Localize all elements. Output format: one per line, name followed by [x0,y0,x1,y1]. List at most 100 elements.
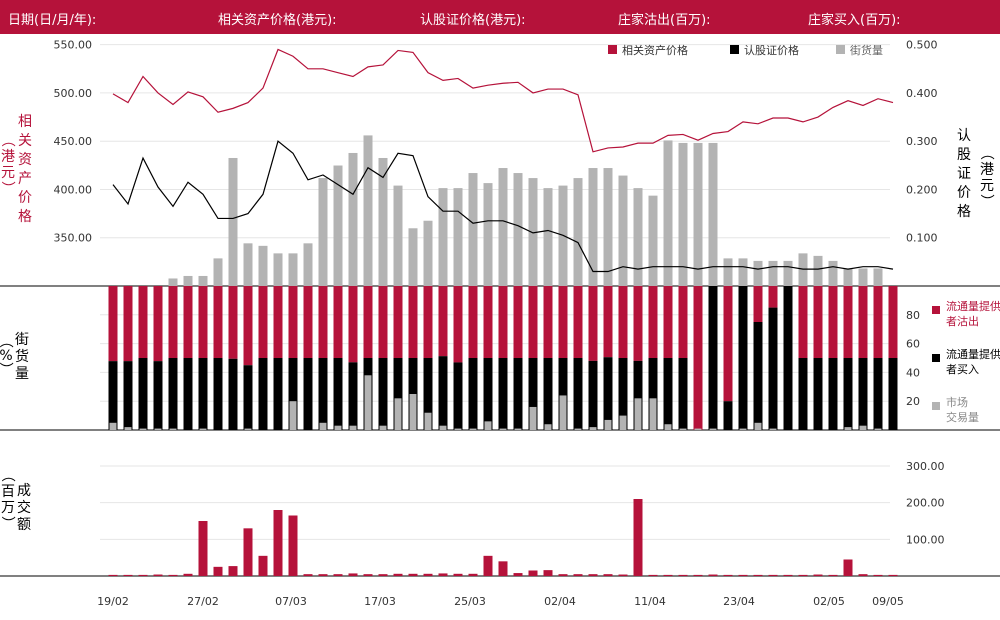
market-volume-bar [874,428,882,430]
price-left-axis-title: 关 [18,133,32,149]
market-volume-bar [424,412,432,430]
turnover-bar [258,555,268,576]
turnover-bar [723,574,733,576]
market-volume-bar [469,428,477,430]
outstanding-bar [708,142,718,286]
turnover-bar [708,574,718,576]
issuer-buy-bar [423,358,433,430]
outstanding-bar [303,243,313,286]
issuer-sell-bar [408,286,418,358]
legend-warrant-swatch [730,45,739,54]
turnover-bar [543,570,553,576]
turnover-bar [198,521,208,576]
outstanding-bar [813,255,823,286]
turnover-bar [123,574,133,576]
turnover-bar [363,574,373,576]
price-left-axis-unit: （ [0,133,15,147]
legend-outstanding-label: 街货量 [850,43,883,57]
turnover-bar [273,510,283,576]
price-right-axis-title: 股 [957,147,971,163]
market-volume-bar [379,425,387,430]
issuer-sell-bar [333,286,343,358]
outstanding-bar [528,178,538,286]
legend-lp-buy-label: 流通量提供 [946,347,1000,361]
turnover-bar [453,573,463,576]
price-left-axis-title: 价 [18,190,32,206]
x-tick-label: 07/03 [275,595,307,608]
turnover-left-axis-unit: （ [0,468,15,482]
issuer-buy-bar [183,358,193,430]
market-volume-bar [154,428,162,430]
issuer-sell-label: 庄家沽出(百万): [618,13,711,28]
market-volume-bar [409,394,417,430]
issuer-buy-bar [648,358,658,430]
outstanding-bar [378,157,388,286]
market-volume-bar [544,424,552,430]
issuer-sell-bar [363,286,373,358]
turnover-bar [783,574,793,576]
issuer-buy-bar [258,358,268,430]
outstanding-bar [588,168,598,286]
turnover-bar [858,574,868,576]
issuer-buy-bar [243,365,253,430]
issuer-sell-bar [663,286,673,358]
market-volume-bar [484,421,492,430]
turnover-bar [873,574,883,576]
turnover-bar [693,574,703,576]
turnover-bar [828,574,838,576]
issuer-sell-bar [558,286,568,358]
turnover-left-axis-title: 成 [17,483,31,499]
issuer-sell-bar [198,286,208,358]
market-volume-bar [169,428,177,430]
legend-market-volume-label: 市场 [946,395,968,409]
turnover-bar [213,566,223,576]
turnover-tick-label: 200.00 [906,497,945,510]
issuer-sell-bar [873,286,883,358]
market-volume-bar [769,428,777,430]
issuer-buy-bar [633,360,643,430]
issuer-sell-bar [588,286,598,361]
legend-warrant-label: 认股证价格 [744,43,799,57]
issuer-sell-bar [813,286,823,358]
issuer-buy-bar [498,358,508,430]
market-volume-bar [694,428,702,430]
x-tick-label: 17/03 [364,595,396,608]
outstanding-bar [723,258,733,286]
outstanding-bar [543,188,553,286]
issuer-buy-bar [453,362,463,430]
issuer-buy-bar [123,361,133,430]
issuer-buy-bar [513,358,523,430]
price-left-tick-label: 400.00 [54,183,93,196]
x-tick-label: 27/02 [187,595,219,608]
price-left-axis-title: 产 [18,171,32,187]
price-right-tick-label: 0.400 [906,87,938,100]
market-volume-bar [649,398,657,430]
underlying-price-line [112,48,894,153]
turnover-bar [393,573,403,576]
market-volume-bar [589,427,597,430]
price-left-axis-title: 资 [18,152,32,168]
issuer-sell-bar [378,286,388,358]
issuer-buy-bar [738,286,748,430]
market-volume-bar [604,419,612,430]
legend-lp-buy-swatch [932,354,940,362]
turnover-bar [153,574,163,576]
outstanding-bar [333,165,343,286]
issuer-sell-bar [318,286,328,358]
issuer-buy-bar [273,358,283,430]
outstanding-bar [198,275,208,286]
market-volume-bar [859,425,867,430]
issuer-buy-bar [843,358,853,430]
turnover-bar [618,574,628,576]
legend-market-volume-swatch [932,402,940,410]
outstanding-bar [678,142,688,286]
turnover-bar [303,574,313,576]
issuer-buy-bar [573,358,583,430]
turnover-tick-label: 300.00 [906,460,945,473]
turnover-bar [603,574,613,576]
issuer-sell-bar [888,286,898,358]
price-right-axis-title: 价 [957,185,971,201]
turnover-bar [348,573,358,576]
outstanding-bar [258,245,268,286]
